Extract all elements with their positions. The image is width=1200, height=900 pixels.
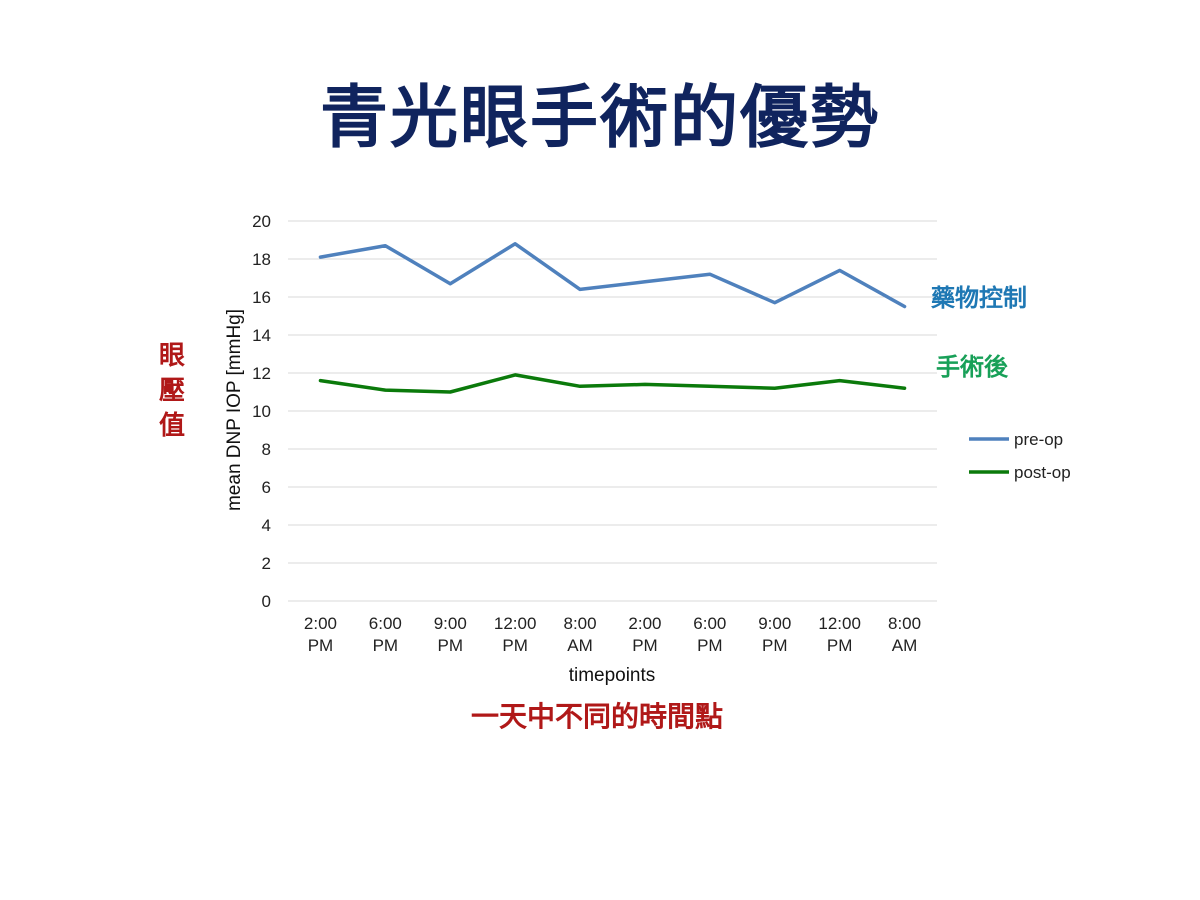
legend-label-pre-op: pre-op bbox=[1014, 430, 1063, 449]
series-lines bbox=[318, 242, 907, 394]
side-label-char-2: 壓 bbox=[159, 376, 185, 406]
series-line-post-op bbox=[318, 373, 907, 394]
x-tick-label: 2:00 bbox=[304, 614, 337, 633]
x-tick-label: PM bbox=[762, 636, 788, 655]
x-tick-label: 6:00 bbox=[369, 614, 402, 633]
x-tick-label: 9:00 bbox=[434, 614, 467, 633]
x-tick-label: AM bbox=[892, 636, 918, 655]
x-tick-label: 8:00 bbox=[888, 614, 921, 633]
y-tick-label: 8 bbox=[262, 440, 271, 459]
y-tick-label: 20 bbox=[252, 212, 271, 231]
pre-op-annotation: 藥物控制 bbox=[930, 284, 1027, 312]
y-tick-labels: 0 2 4 6 8 10 12 14 16 18 20 bbox=[252, 212, 271, 611]
x-axis-label: timepoints bbox=[569, 665, 656, 686]
post-op-annotation: 手術後 bbox=[936, 353, 1009, 381]
y-tick-label: 6 bbox=[262, 478, 271, 497]
x-tick-label: PM bbox=[438, 636, 464, 655]
y-tick-label: 2 bbox=[262, 554, 271, 573]
x-tick-label: 6:00 bbox=[693, 614, 726, 633]
series-line-pre-op bbox=[318, 242, 907, 309]
x-tick-label: 12:00 bbox=[818, 614, 861, 633]
x-tick-label: 2:00 bbox=[628, 614, 661, 633]
y-tick-label: 14 bbox=[252, 326, 271, 345]
gridlines bbox=[288, 220, 937, 602]
side-label-char-3: 值 bbox=[159, 411, 185, 441]
y-axis-label: mean DNP IOP [mmHg] bbox=[224, 309, 245, 511]
y-tick-label: 16 bbox=[252, 288, 271, 307]
x-tick-label: 8:00 bbox=[564, 614, 597, 633]
bottom-caption: 一天中不同的時間點 bbox=[471, 700, 723, 733]
y-tick-label: 0 bbox=[262, 592, 271, 611]
side-label-char-1: 眼 bbox=[159, 341, 185, 371]
y-tick-label: 18 bbox=[252, 250, 271, 269]
y-tick-label: 4 bbox=[262, 516, 271, 535]
slide-title: 青光眼手術的優勢 bbox=[319, 79, 880, 158]
x-tick-label: PM bbox=[373, 636, 399, 655]
x-tick-label: AM bbox=[567, 636, 593, 655]
x-tick-label: PM bbox=[308, 636, 334, 655]
x-tick-label: PM bbox=[697, 636, 723, 655]
y-tick-label: 10 bbox=[252, 402, 271, 421]
x-tick-label: 12:00 bbox=[494, 614, 537, 633]
y-tick-label: 12 bbox=[252, 364, 271, 383]
x-tick-labels: 2:00 PM 6:00 PM 9:00 PM 12:00 PM 8:00 AM 2:00 PM 6:0… bbox=[304, 614, 921, 655]
legend: pre-op post-op bbox=[969, 430, 1071, 482]
x-tick-label: 9:00 bbox=[758, 614, 791, 633]
x-tick-label: PM bbox=[632, 636, 658, 655]
legend-label-post-op: post-op bbox=[1014, 463, 1071, 482]
x-tick-label: PM bbox=[827, 636, 853, 655]
x-tick-label: PM bbox=[502, 636, 528, 655]
